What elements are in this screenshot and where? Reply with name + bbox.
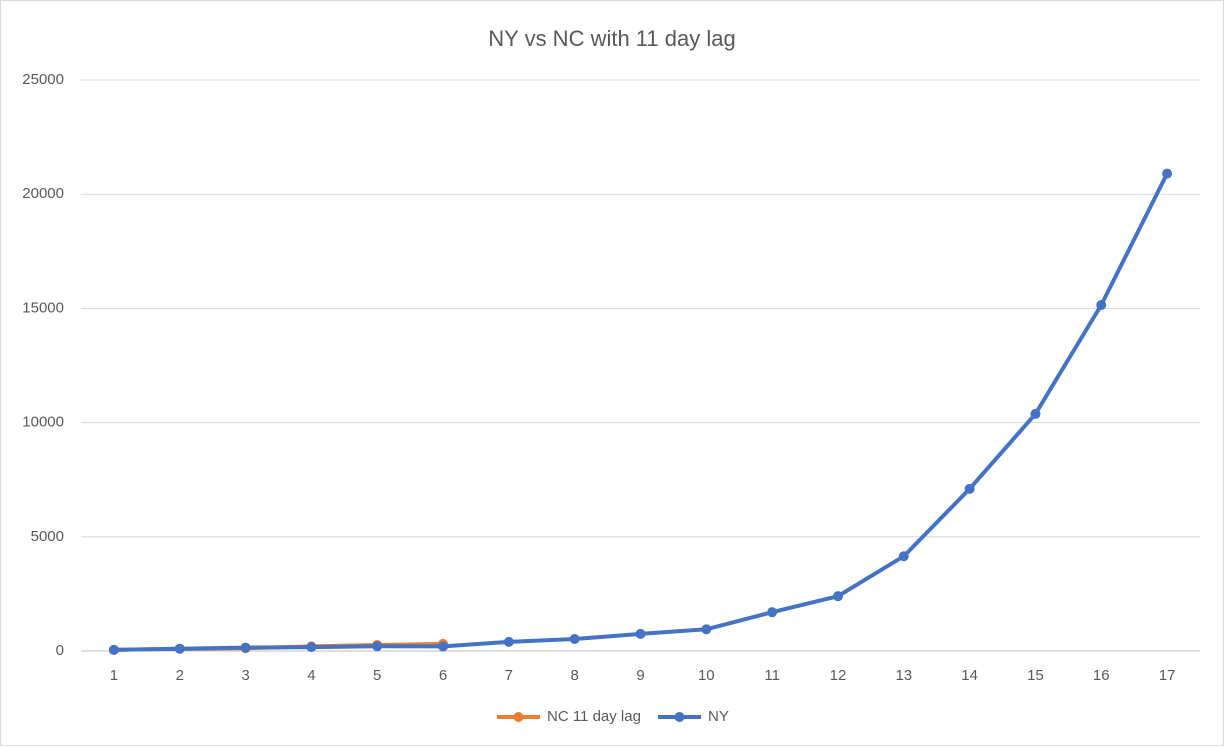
y-tick-label: 0 xyxy=(56,642,64,659)
x-tick-label: 16 xyxy=(1093,667,1110,684)
legend-marker xyxy=(674,712,685,722)
marker xyxy=(964,483,975,494)
marker xyxy=(306,642,317,653)
marker xyxy=(372,641,383,652)
x-tick-label: 8 xyxy=(571,667,579,684)
x-tick-label: 5 xyxy=(373,667,381,684)
x-tick-label: 14 xyxy=(961,667,978,684)
marker xyxy=(1030,408,1041,419)
x-tick-label: 1 xyxy=(110,667,118,684)
x-tick-label: 6 xyxy=(439,667,447,684)
marker xyxy=(240,642,251,653)
x-tick-label: 2 xyxy=(176,667,184,684)
y-tick-label: 5000 xyxy=(31,528,64,545)
x-tick-label: 9 xyxy=(636,667,644,684)
legend-marker xyxy=(513,712,524,722)
marker xyxy=(438,641,449,652)
marker xyxy=(1162,168,1173,179)
x-tick-label: 4 xyxy=(307,667,315,684)
x-tick-label: 12 xyxy=(830,667,847,684)
marker xyxy=(701,624,712,635)
y-tick-label: 15000 xyxy=(22,299,64,316)
x-tick-label: 13 xyxy=(895,667,912,684)
marker xyxy=(767,607,778,618)
y-tick-label: 10000 xyxy=(22,414,64,431)
marker xyxy=(569,634,580,645)
marker xyxy=(174,643,185,654)
marker xyxy=(898,551,909,562)
marker xyxy=(108,644,119,655)
marker xyxy=(635,628,646,639)
x-tick-label: 10 xyxy=(698,667,715,684)
marker xyxy=(503,636,514,647)
x-tick-label: 3 xyxy=(241,667,249,684)
legend-label: NY xyxy=(708,708,729,725)
x-tick-label: 11 xyxy=(764,667,780,684)
legend-label: NC 11 day lag xyxy=(547,708,641,725)
marker xyxy=(832,591,843,602)
x-tick-label: 17 xyxy=(1159,667,1176,684)
marker xyxy=(1096,299,1107,310)
x-tick-label: 15 xyxy=(1027,667,1044,684)
y-tick-label: 25000 xyxy=(22,71,64,88)
x-tick-label: 7 xyxy=(505,667,513,684)
y-tick-label: 20000 xyxy=(22,185,64,202)
chart-title: NY vs NC with 11 day lag xyxy=(488,26,735,51)
